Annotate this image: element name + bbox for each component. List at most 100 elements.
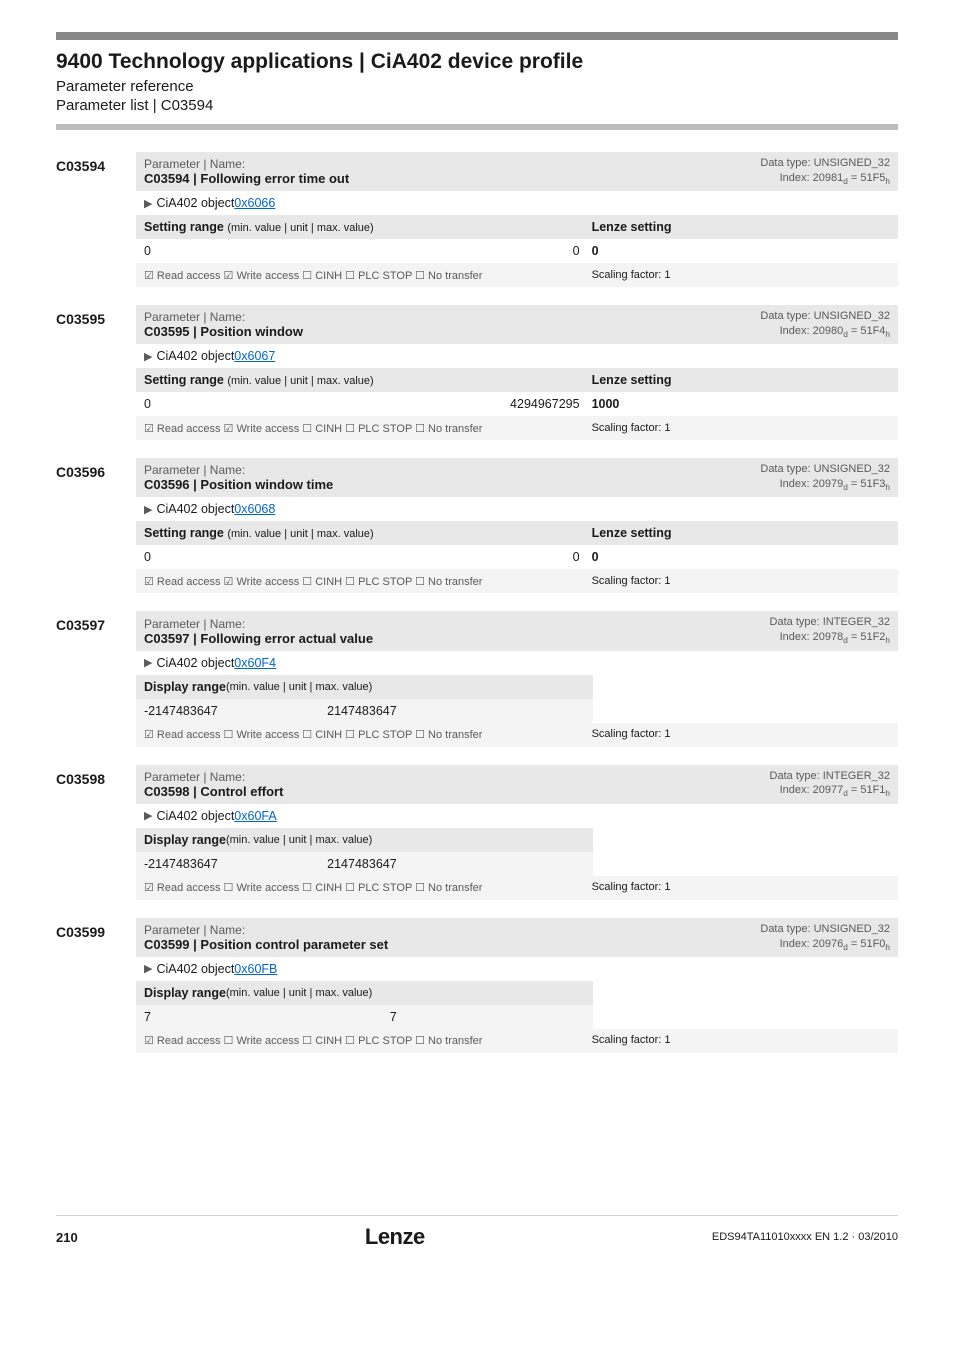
access-flags: ☑ Read access ☑ Write access ☐ CINH ☐ PL…: [144, 422, 592, 435]
params-container: C03594 Parameter | Name:C03594 | Followin…: [56, 152, 898, 1053]
param-name-label: Parameter | Name:: [144, 157, 245, 171]
lenze-setting-label: Lenze setting: [592, 220, 672, 234]
access-flags: ☑ Read access ☐ Write access ☐ CINH ☐ PL…: [144, 881, 592, 894]
display-range-note: (min. value | unit | max. value): [226, 834, 372, 846]
setting-range-header-row: Setting range (min. value | unit | max. …: [136, 215, 898, 239]
display-values-row: 77: [136, 1005, 593, 1029]
setting-range-label: Setting range: [144, 373, 224, 387]
subtitle-2: Parameter list | C03594: [56, 97, 898, 114]
access-row: ☑ Read access ☐ Write access ☐ CINH ☐ PL…: [136, 876, 898, 900]
param-header-row: Parameter | Name:C03598 | Control effort…: [136, 765, 898, 804]
access-row: ☑ Read access ☐ Write access ☐ CINH ☐ PL…: [136, 723, 898, 747]
display-range-label: Display range: [144, 986, 226, 1000]
footer-logo: Lenze: [365, 1224, 425, 1250]
setting-min: 0: [144, 244, 427, 258]
setting-range-label: Setting range: [144, 526, 224, 540]
param-name-value: C03596 | Position window time: [144, 477, 333, 492]
lenze-setting-label: Lenze setting: [592, 526, 672, 540]
display-range-label: Display range: [144, 833, 226, 847]
cia-object-link[interactable]: 0x6067: [234, 349, 275, 363]
param-table: Parameter | Name:C03598 | Control effort…: [136, 765, 898, 900]
display-max: 7: [312, 1010, 409, 1024]
setting-range-header-row: Setting range (min. value | unit | max. …: [136, 521, 898, 545]
param-name-label: Parameter | Name:: [144, 770, 245, 784]
param-name-value: C03598 | Control effort: [144, 784, 283, 799]
cia-object-label: CiA402 object: [156, 962, 234, 976]
param-block: C03595 Parameter | Name:C03595 | Position…: [56, 305, 898, 440]
cia-object-link[interactable]: 0x60FA: [234, 809, 276, 823]
param-header-row: Parameter | Name:C03599 | Position contr…: [136, 918, 898, 957]
cia-object-row: ▶CiA402 object 0x6067: [136, 344, 898, 368]
scaling-factor: Scaling factor: 1: [592, 881, 890, 894]
param-name-cell: Parameter | Name:C03599 | Position contr…: [144, 923, 388, 952]
param-dtype: Data type: INTEGER_32: [770, 770, 890, 782]
page-footer: 210 Lenze EDS94TA11010xxxx EN 1.2 · 03/2…: [56, 1215, 898, 1250]
param-dtype: Data type: UNSIGNED_32: [760, 923, 890, 935]
scaling-factor: Scaling factor: 1: [592, 269, 890, 282]
param-table: Parameter | Name:C03595 | Position windo…: [136, 305, 898, 440]
display-max: 2147483647: [312, 704, 409, 718]
param-code: C03597: [56, 611, 136, 746]
param-block: C03594 Parameter | Name:C03594 | Followin…: [56, 152, 898, 287]
param-header-row: Parameter | Name:C03594 | Following erro…: [136, 152, 898, 191]
param-table: Parameter | Name:C03594 | Following erro…: [136, 152, 898, 287]
param-name-cell: Parameter | Name:C03594 | Following erro…: [144, 157, 349, 186]
display-range-header-row: Display range (min. value | unit | max. …: [136, 675, 593, 699]
param-index: Index: 20980d = 51F4h: [780, 325, 890, 337]
scaling-factor: Scaling factor: 1: [592, 1034, 890, 1047]
param-index: Index: 20976d = 51F0h: [780, 938, 890, 950]
setting-range-note: (min. value | unit | max. value): [227, 528, 373, 540]
cia-object-link[interactable]: 0x60FB: [234, 962, 277, 976]
param-code: C03599: [56, 918, 136, 1053]
param-table: Parameter | Name:C03599 | Position contr…: [136, 918, 898, 1053]
param-type-cell: Data type: UNSIGNED_32Index: 20981d = 51…: [760, 156, 890, 187]
param-dtype: Data type: INTEGER_32: [770, 616, 890, 628]
param-table: Parameter | Name:C03597 | Following erro…: [136, 611, 898, 746]
param-block: C03597Parameter | Name:C03597 | Followin…: [56, 611, 898, 746]
page: 9400 Technology applications | CiA402 de…: [0, 0, 954, 1270]
param-dtype: Data type: UNSIGNED_32: [760, 463, 890, 475]
lenze-setting-label: Lenze setting: [592, 373, 672, 387]
setting-range-note: (min. value | unit | max. value): [227, 222, 373, 234]
cia-object-link[interactable]: 0x6066: [234, 196, 275, 210]
param-index: Index: 20978d = 51F2h: [780, 631, 890, 643]
setting-values-row: 000: [136, 239, 898, 263]
cia-object-row: ▶CiA402 object 0x60F4: [136, 651, 898, 675]
header-divider: [56, 124, 898, 130]
display-range-note: (min. value | unit | max. value): [226, 681, 372, 693]
access-flags: ☑ Read access ☐ Write access ☐ CINH ☐ PL…: [144, 728, 592, 741]
setting-range-header-row: Setting range (min. value | unit | max. …: [136, 368, 898, 392]
setting-max: 4294967295: [427, 397, 591, 411]
scaling-factor: Scaling factor: 1: [592, 575, 890, 588]
param-name-label: Parameter | Name:: [144, 463, 245, 477]
param-code: C03594: [56, 152, 136, 287]
access-row: ☑ Read access ☑ Write access ☐ CINH ☐ PL…: [136, 416, 898, 440]
param-name-label: Parameter | Name:: [144, 617, 245, 631]
param-header-row: Parameter | Name:C03596 | Position windo…: [136, 458, 898, 497]
display-range-header-row: Display range (min. value | unit | max. …: [136, 981, 593, 1005]
cia-object-row: ▶CiA402 object 0x6068: [136, 497, 898, 521]
page-number: 210: [56, 1230, 78, 1245]
cia-object-row: ▶CiA402 object 0x6066: [136, 191, 898, 215]
triangle-icon: ▶: [144, 809, 152, 822]
param-code: C03595: [56, 305, 136, 440]
cia-object-link[interactable]: 0x60F4: [234, 656, 276, 670]
display-values-row: -21474836472147483647: [136, 852, 593, 876]
param-name-cell: Parameter | Name:C03595 | Position windo…: [144, 310, 303, 339]
param-type-cell: Data type: UNSIGNED_32Index: 20979d = 51…: [760, 462, 890, 493]
setting-range-label: Setting range: [144, 220, 224, 234]
display-max: 2147483647: [312, 857, 409, 871]
page-title: 9400 Technology applications | CiA402 de…: [56, 50, 898, 74]
param-dtype: Data type: UNSIGNED_32: [760, 310, 890, 322]
scaling-factor: Scaling factor: 1: [592, 728, 890, 741]
param-header-row: Parameter | Name:C03595 | Position windo…: [136, 305, 898, 344]
access-flags: ☑ Read access ☐ Write access ☐ CINH ☐ PL…: [144, 1034, 592, 1047]
access-flags: ☑ Read access ☑ Write access ☐ CINH ☐ PL…: [144, 575, 592, 588]
access-flags: ☑ Read access ☑ Write access ☐ CINH ☐ PL…: [144, 269, 592, 282]
access-row: ☑ Read access ☑ Write access ☐ CINH ☐ PL…: [136, 569, 898, 593]
subtitle-1: Parameter reference: [56, 78, 898, 95]
display-min: -2147483647: [144, 704, 312, 718]
triangle-icon: ▶: [144, 656, 152, 669]
cia-object-link[interactable]: 0x6068: [234, 502, 275, 516]
triangle-icon: ▶: [144, 350, 152, 363]
